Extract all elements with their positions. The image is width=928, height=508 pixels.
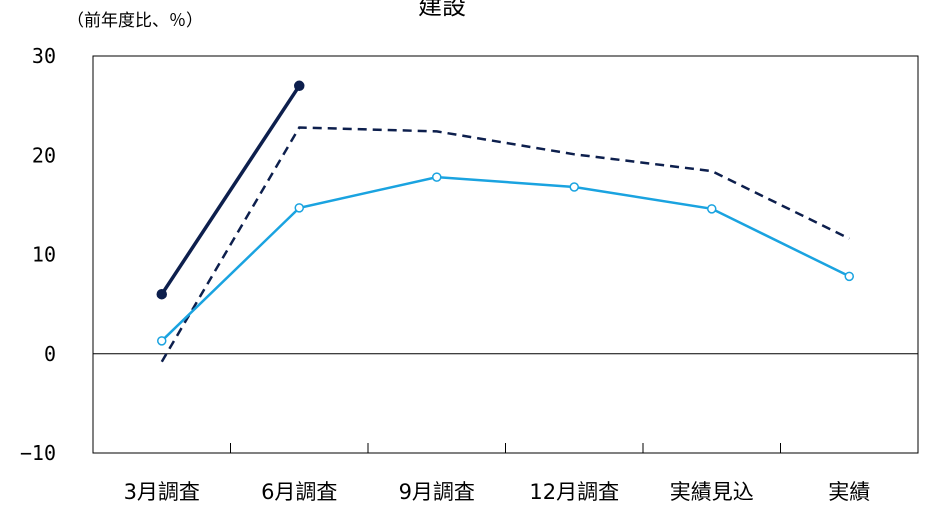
- y-tick-label: −10: [20, 441, 56, 465]
- y-tick-label: 30: [32, 44, 56, 68]
- y-tick-label: 0: [44, 342, 56, 366]
- y-axis-ticks: 30 20 10 0 −10: [20, 44, 56, 465]
- chart-title: 建設: [418, 0, 466, 20]
- x-tick-label: 実績: [828, 480, 870, 504]
- x-tick-label: 9月調査: [399, 480, 475, 504]
- data-point: [294, 80, 305, 92]
- x-tick-label: 6月調査: [261, 480, 337, 504]
- data-point: [707, 204, 717, 214]
- x-tick-label: 12月調査: [529, 480, 619, 504]
- series-layer: [156, 80, 854, 363]
- unit-label: （前年度比、％）: [67, 11, 203, 31]
- y-tick-label: 10: [32, 243, 56, 267]
- data-point: [844, 271, 854, 282]
- x-tick-label: 実績見込: [670, 480, 754, 504]
- data-point: [294, 203, 304, 213]
- data-point: [157, 336, 167, 346]
- data-point: [569, 182, 579, 192]
- series-line-2: [160, 126, 850, 363]
- data-point: [432, 172, 442, 182]
- x-tick-label: 3月調査: [124, 480, 200, 504]
- data-point: [156, 288, 167, 300]
- y-tick-label: 20: [32, 143, 56, 167]
- series-line-1: [160, 84, 301, 296]
- series-line-3: [160, 175, 850, 342]
- plot-frame: [92, 55, 919, 454]
- x-axis-ticks: 3月調査 6月調査 9月調査 12月調査 実績見込 実績: [124, 443, 870, 504]
